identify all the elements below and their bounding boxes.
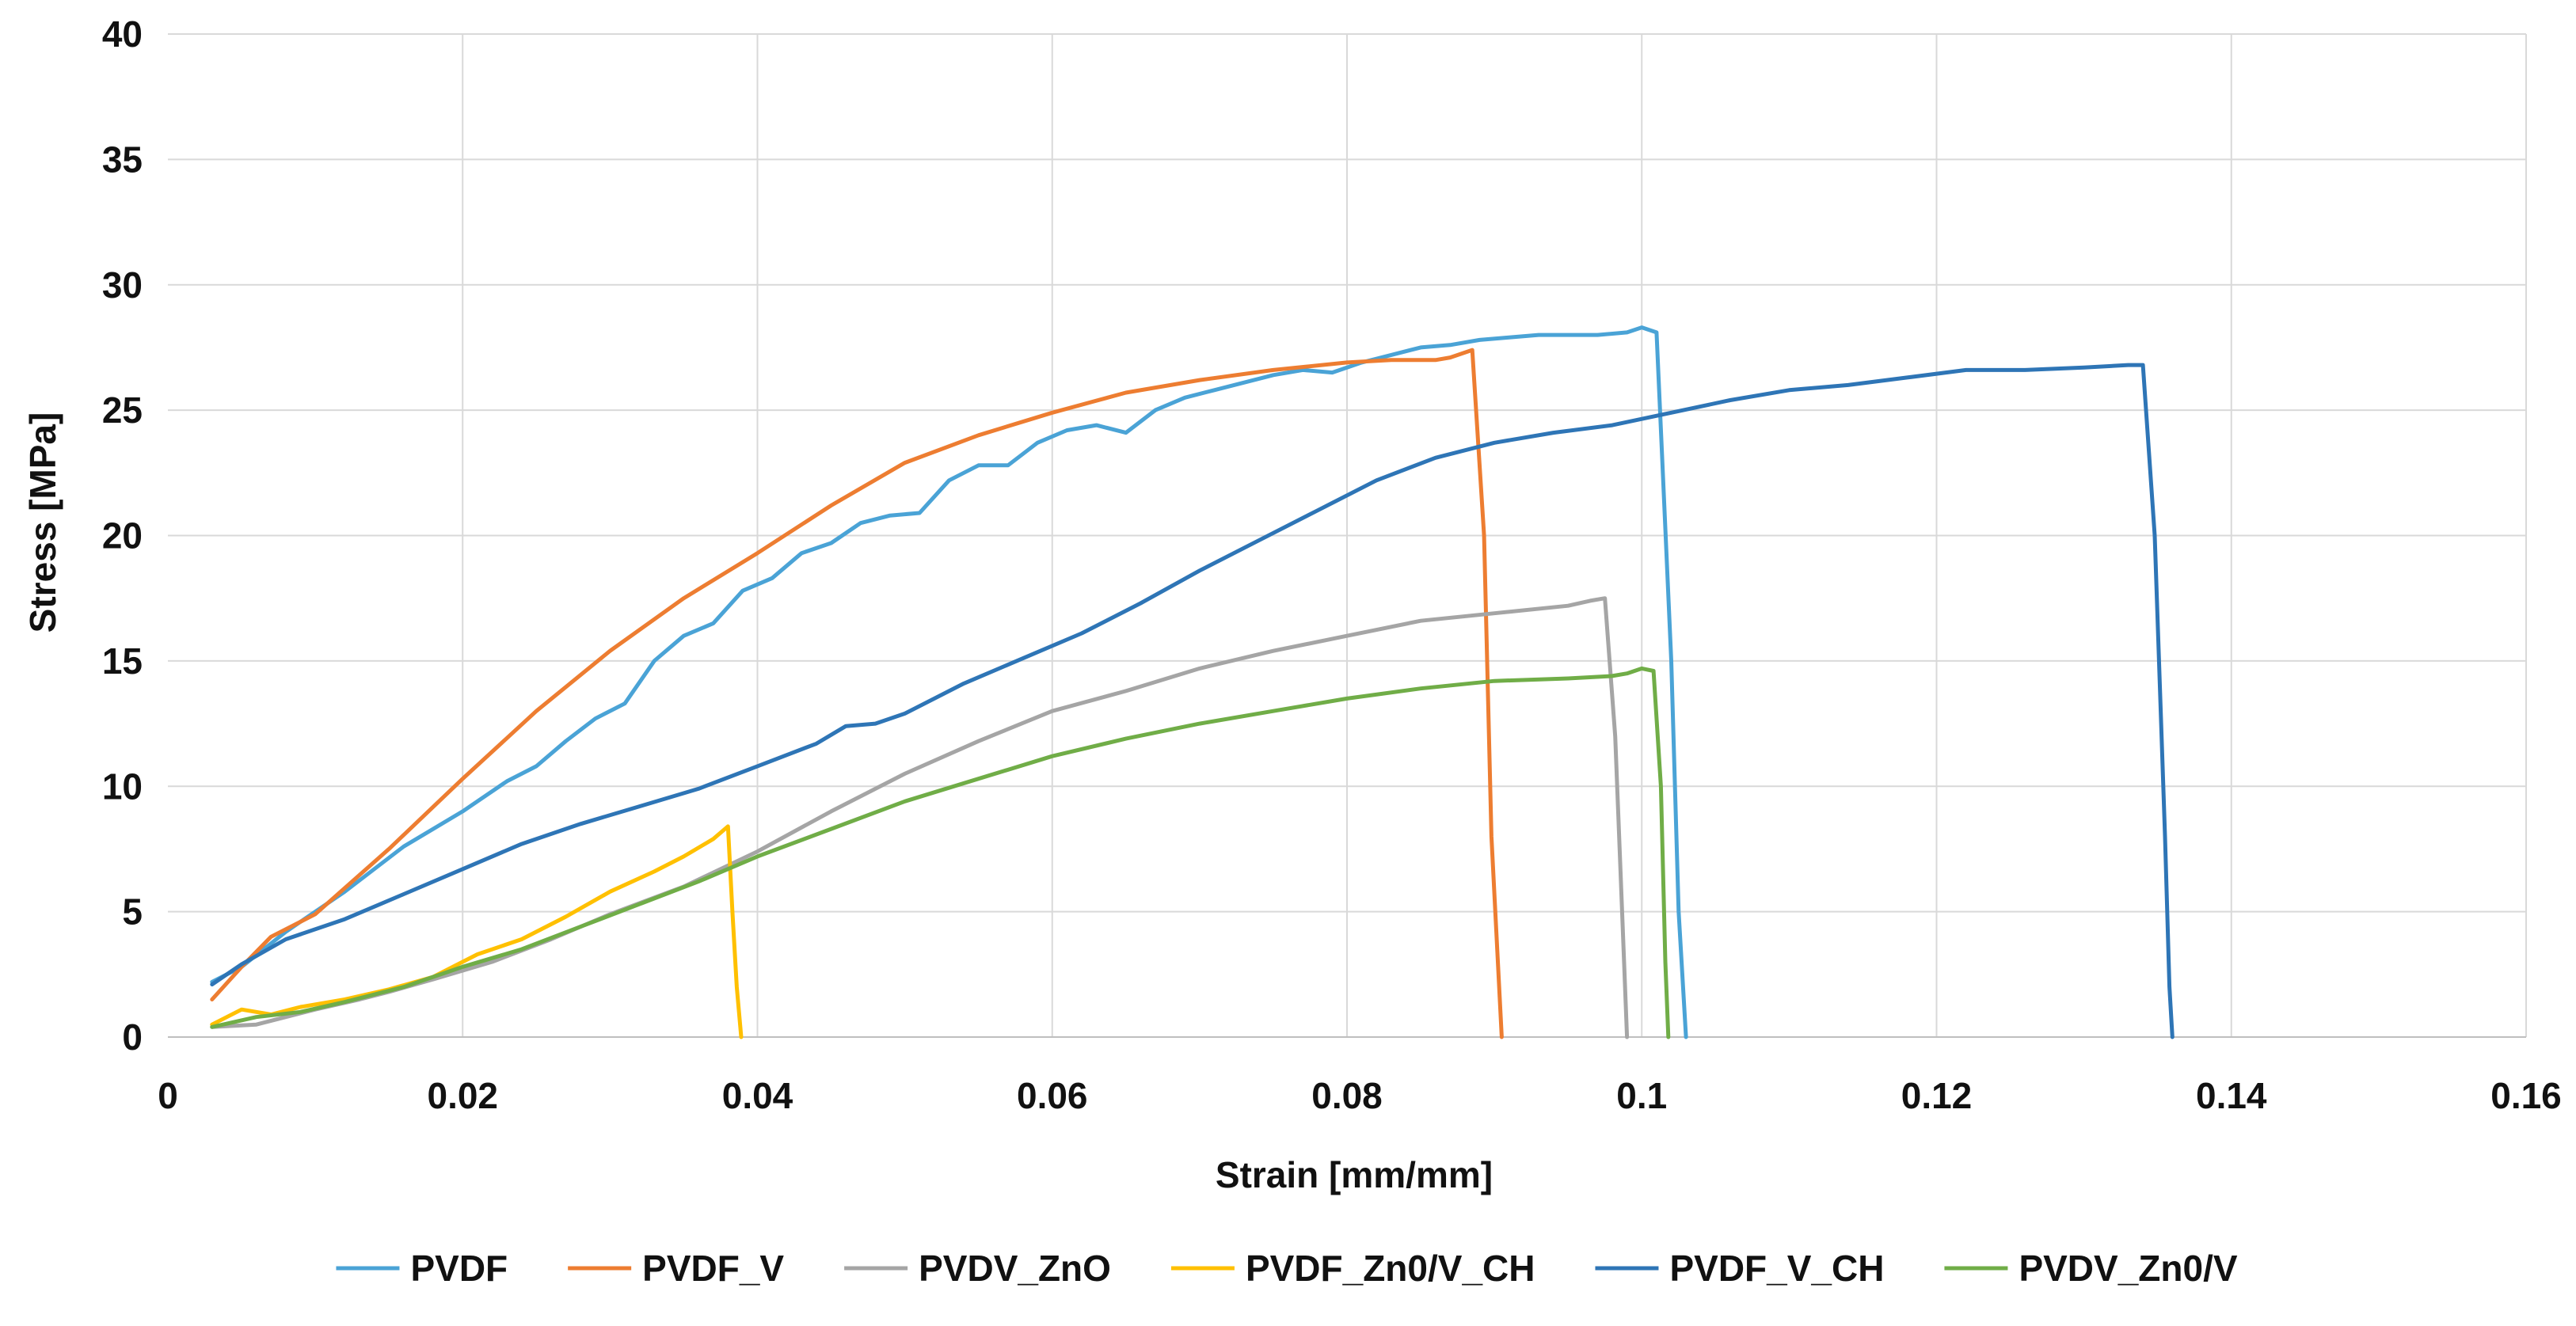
y-tick-label: 40 <box>102 13 143 55</box>
x-axis-title: Strain [mm/mm] <box>1216 1154 1493 1195</box>
x-tick-label: 0.08 <box>1311 1075 1383 1116</box>
x-tick-label: 0.12 <box>1901 1075 1973 1116</box>
x-tick-labels: 0 0.02 0.04 0.06 0.08 0.1 0.12 0.14 0.16 <box>158 1075 2562 1116</box>
legend-label: PVDV_Zn0/V <box>2019 1248 2237 1289</box>
series-layer <box>210 325 2175 1039</box>
legend-item-pvdf: PVDF <box>336 1248 508 1289</box>
series-line-pvdf-zn0-v-ch <box>210 824 744 1039</box>
legend: PVDF PVDF_V PVDV_ZnO PVDF_Zn0/V_CH PVDF_V_CH… <box>336 1248 2238 1289</box>
x-tick-label: 0.02 <box>427 1075 498 1116</box>
y-tick-label: 0 <box>122 1016 143 1058</box>
series-line-pvdf-v <box>210 348 1504 1039</box>
y-tick-label: 20 <box>102 515 143 557</box>
x-tick-label: 0.16 <box>2490 1075 2562 1116</box>
series-line-pvdf <box>210 325 1688 1039</box>
legend-item-pvdf-v-ch: PVDF_V_CH <box>1595 1248 1884 1289</box>
legend-item-pvdv-zno: PVDV_ZnO <box>844 1248 1111 1289</box>
legend-item-pvdv-zn0-v: PVDV_Zn0/V <box>1944 1248 2238 1289</box>
x-tick-label: 0 <box>158 1075 178 1116</box>
legend-item-pvdf-zn0-v-ch: PVDF_Zn0/V_CH <box>1170 1248 1535 1289</box>
y-tick-label: 35 <box>102 139 143 180</box>
y-tick-label: 25 <box>102 389 143 431</box>
x-tick-label: 0.06 <box>1017 1075 1088 1116</box>
x-tick-label: 0.1 <box>1616 1075 1667 1116</box>
legend-label: PVDV_ZnO <box>919 1248 1111 1289</box>
gridlines <box>168 33 2527 1037</box>
y-tick-label: 15 <box>102 640 143 682</box>
legend-label: PVDF_V <box>642 1248 784 1289</box>
series-line-pvdf-v-ch <box>210 363 2175 1039</box>
y-tick-label: 5 <box>122 891 143 933</box>
x-tick-label: 0.14 <box>2196 1075 2267 1116</box>
legend-label: PVDF_Zn0/V_CH <box>1246 1248 1535 1289</box>
y-tick-label: 10 <box>102 766 143 807</box>
y-axis-title: Stress [MPa] <box>22 412 63 633</box>
y-tick-labels: 0 5 10 15 20 25 30 35 40 <box>102 13 143 1058</box>
legend-label: PVDF_V_CH <box>1669 1248 1884 1289</box>
x-tick-label: 0.04 <box>722 1075 793 1116</box>
series-line-pvdv-zn0-v <box>210 666 1671 1039</box>
legend-label: PVDF <box>410 1248 508 1289</box>
legend-item-pvdf-v: PVDF_V <box>568 1248 784 1289</box>
y-tick-label: 30 <box>102 264 143 306</box>
